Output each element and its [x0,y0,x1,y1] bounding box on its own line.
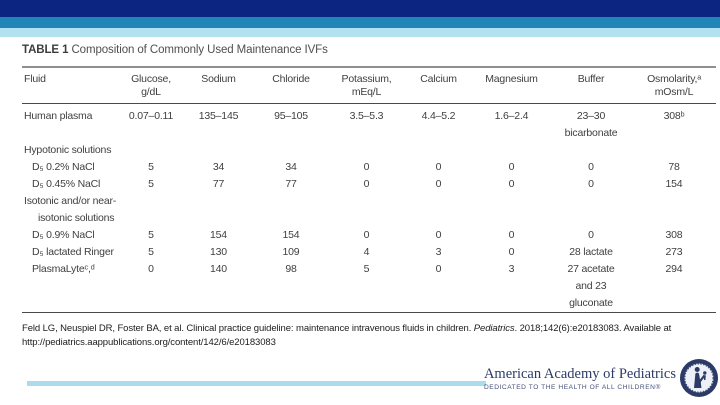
value-cell: 0 [508,246,515,258]
value-cell: 5 [148,178,154,190]
value-cell: 308 [665,229,683,241]
value-cell: 0 [588,178,594,190]
value-cell: 4 [363,246,370,258]
data-row: D₅ 0.9% NaCl 5 154 154 0 0 0 0 308 [22,227,716,244]
column-header-calcium: Calcium [404,67,473,104]
column-header-chloride: Chloride [253,67,329,104]
section-label: Isotonic and/or near- isotonic solutions [24,195,117,224]
value-cell: 154 [282,229,300,241]
fluid-name-cell: Human plasma [24,110,93,122]
value-cell: 3 [508,263,515,275]
data-row: Human plasma 0.07–0.11 135–145 95–105 3.5–5.… [22,104,716,143]
value-cell: 294 [665,263,683,275]
value-cell: 0 [588,161,594,173]
value-cell: 0 [435,161,442,173]
aap-seal-icon [680,359,718,397]
value-cell: 0 [148,263,154,275]
table-title-label: TABLE 1 [22,44,69,56]
value-cell: 3.5–5.3 [349,110,384,122]
citation: Feld LG, Neuspiel DR, Foster BA, et al. … [22,322,714,349]
column-header-potassium: Potassium, mEq/L [329,67,404,104]
value-cell: 5 [148,161,154,173]
value-cell: 27 acetate and 23 gluconate [567,263,615,309]
top-bar-blue [0,17,720,28]
value-cell: 0 [363,178,370,190]
section-row: Hypotonic solutions [22,142,716,159]
data-row: D₅ lactated Ringer 5 130 109 4 3 0 28 lactate 27… [22,244,716,261]
section-label: Hypotonic solutions [24,144,112,156]
value-cell: 77 [285,178,297,190]
column-header-glucose: Glucose, g/dL [118,67,184,104]
value-cell: 308ᵇ [663,110,685,122]
top-bar-lightblue [0,28,720,37]
aap-logo-text: American Academy of Pediatrics DEDICATED… [484,366,676,391]
value-cell: 77 [212,178,225,190]
value-cell: 78 [668,161,680,173]
column-header-osmolarity: Osmolarity,ᵃ mOsm/L [632,67,716,104]
column-header-sodium: Sodium [184,67,253,104]
table-title-text: Composition of Commonly Used Maintenance… [68,44,328,56]
fluid-name-cell: D₅ 0.2% NaCl [32,161,95,173]
table-title: TABLE 1 Composition of Commonly Used Mai… [22,44,716,57]
data-row: D₅ 0.2% NaCl 5 34 34 0 0 0 0 78 [22,159,716,176]
value-cell: 0 [435,178,442,190]
value-cell: 3 [435,246,442,258]
value-cell: 5 [363,263,370,275]
value-cell: 154 [665,178,683,190]
section-row: Isotonic and/or near- isotonic solutions [22,193,716,227]
citation-url: http://pediatrics.aappublications.org/co… [22,336,276,348]
data-row: D₅ 0.45% NaCl 5 77 77 0 0 0 0 154 [22,176,716,193]
data-row: PlasmaLyteᶜ,ᵈ 0 140 98 5 0 3 27 acetate and 23 … [22,261,716,313]
citation-text-after: . 2018;142(6):e20183083. Available at [514,323,672,334]
fluid-name-cell: D₅ 0.45% NaCl [32,178,101,190]
value-cell: 0 [508,178,515,190]
citation-journal: Pediatrics [473,323,515,334]
value-cell: 5 [148,229,154,241]
table-body: Human plasma 0.07–0.11 135–145 95–105 3.5–5.… [22,104,716,313]
top-bar-navy [0,0,720,17]
value-cell: 135–145 [198,110,239,122]
fluid-name-cell: D₅ 0.9% NaCl [32,229,95,241]
value-cell: 0 [435,229,442,241]
value-cell: 0 [435,263,442,275]
fluid-name-cell: D₅ lactated Ringer [32,246,114,258]
value-cell: 0 [508,229,515,241]
value-cell: 34 [212,161,225,173]
aap-org-name: American Academy of Pediatrics [483,365,676,382]
content-area: TABLE 1 Composition of Commonly Used Mai… [0,37,720,349]
column-header-magnesium: Magnesium [473,67,550,104]
value-cell: 23–30 bicarbonate [564,110,618,139]
value-cell: 34 [285,161,297,173]
column-header-fluid: Fluid [22,67,118,104]
value-cell: 109 [282,246,300,258]
column-header-buffer: Buffer [550,67,632,104]
value-cell: 0 [588,229,594,241]
value-cell: 130 [210,246,227,258]
citation-line-1: Feld LG, Neuspiel DR, Foster BA, et al. … [22,322,714,336]
fluid-name-cell: PlasmaLyteᶜ,ᵈ [32,263,95,275]
value-cell: 0.07–0.11 [128,110,174,122]
value-cell: 4.4–5.2 [421,110,456,122]
value-cell: 95–105 [274,110,308,122]
ivf-composition-table: Fluid Glucose, g/dL Sodium Chloride Potassium… [22,66,716,313]
value-cell: 273 [665,246,683,258]
citation-text: Feld LG, Neuspiel DR, Foster BA, et al. … [22,323,474,334]
value-cell: 140 [210,263,227,275]
value-cell: 0 [363,229,370,241]
footer-divider-bar [27,381,486,386]
value-cell: 154 [210,229,227,241]
aap-logo: American Academy of Pediatrics DEDICATED… [483,355,719,401]
aap-tagline: DEDICATED TO THE HEALTH OF ALL CHILDREN® [483,383,661,391]
value-cell: 0 [508,161,515,173]
table-header-row: Fluid Glucose, g/dL Sodium Chloride Potassium… [22,67,716,104]
value-cell: 28 lactate [569,246,613,258]
value-cell: 5 [148,246,154,258]
value-cell: 0 [363,161,370,173]
value-cell: 1.6–2.4 [494,110,529,122]
value-cell: 98 [285,263,297,275]
